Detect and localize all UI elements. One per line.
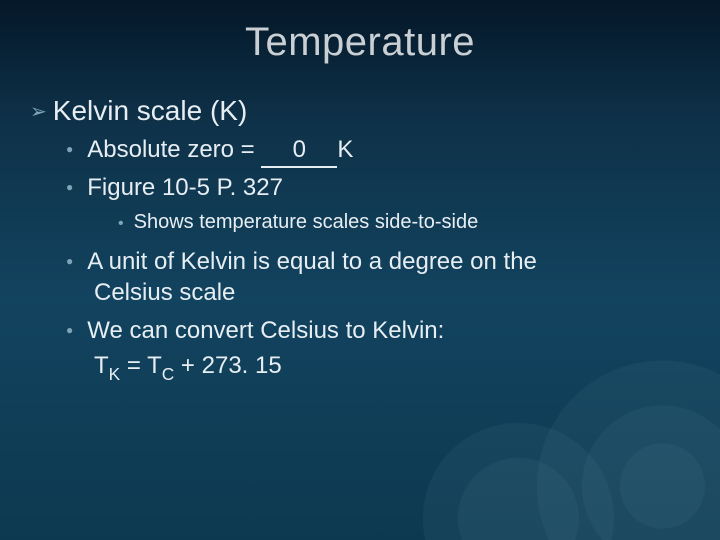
bullet-level1: ➢ Kelvin scale (K) <box>30 93 690 130</box>
bullet-text: Absolute zero = 0K <box>87 134 690 168</box>
dot-bullet-icon: ● <box>66 254 73 270</box>
bullet-level3: • Shows temperature scales side-to-side <box>118 209 690 235</box>
formula: TK = TC + 273. 15 <box>94 349 690 386</box>
bullet-continuation: Celsius scale <box>94 277 690 309</box>
formula-eq: = <box>120 352 147 379</box>
formula-T: T <box>94 352 109 379</box>
text-fragment: A unit of Kelvin is equal to a degree on… <box>87 248 537 275</box>
fill-in-blank: 0 <box>261 134 337 168</box>
text-fragment: Absolute zero = <box>87 136 261 163</box>
bullet-level2: ● Absolute zero = 0K <box>66 134 690 168</box>
text-fragment: scale <box>173 279 236 306</box>
slide-title: Temperature <box>0 0 720 65</box>
bullet-text: Figure 10-5 P. 327 <box>87 172 690 204</box>
formula-sub-C: C <box>162 364 174 384</box>
dot-bullet-icon: ● <box>66 180 73 196</box>
bullet-text: Kelvin scale (K) <box>53 93 690 130</box>
bullet-level2: ● A unit of Kelvin is equal to a degree … <box>66 246 690 278</box>
arrow-bullet-icon: ➢ <box>30 99 47 125</box>
fill-in-blank: Celsius <box>94 279 173 306</box>
formula-const: + 273. 15 <box>174 352 281 379</box>
bullet-level2: ● Figure 10-5 P. 327 <box>66 172 690 204</box>
text-fragment: K <box>337 136 353 163</box>
formula-sub-K: K <box>109 364 121 384</box>
bullet-text: We can convert Celsius to Kelvin: <box>87 315 690 347</box>
dot-bullet-icon: ● <box>66 323 73 339</box>
bullet-level2: ● We can convert Celsius to Kelvin: <box>66 315 690 347</box>
formula-T2: T <box>147 352 162 379</box>
mini-bullet-icon: • <box>118 213 124 234</box>
bullet-text: Shows temperature scales side-to-side <box>134 209 690 235</box>
slide: Temperature ➢ Kelvin scale (K) ● Absolut… <box>0 0 720 540</box>
slide-content: ➢ Kelvin scale (K) ● Absolute zero = 0K … <box>0 65 720 386</box>
dot-bullet-icon: ● <box>66 142 73 158</box>
bullet-text: A unit of Kelvin is equal to a degree on… <box>87 246 690 278</box>
